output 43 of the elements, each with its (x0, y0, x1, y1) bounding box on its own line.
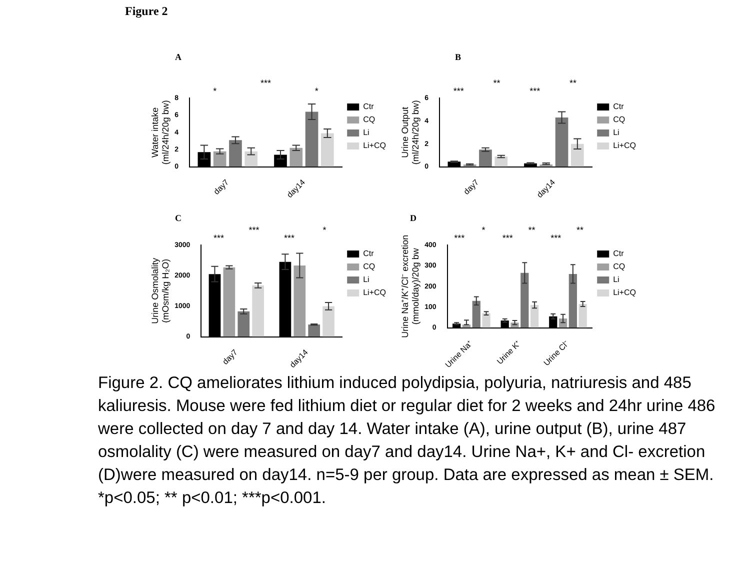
text: ** (493, 78, 501, 88)
chart-title: C (175, 213, 182, 223)
chart-title: B (455, 52, 462, 62)
text: *** (284, 232, 295, 243)
legend-label: Li+CQ (613, 288, 636, 298)
text: *** (453, 86, 464, 96)
legend-label: Ctr (613, 249, 624, 258)
text: ** (576, 224, 584, 235)
legend-label: Li+CQ (363, 288, 386, 298)
caption: Figure 2 (125, 4, 168, 19)
chart-title: A (175, 52, 182, 62)
text: * (322, 224, 327, 235)
y-axis-title: Urine Output (ml/24h/20g bw) (400, 100, 421, 165)
legend-label: CQ (363, 262, 376, 272)
legend-label: Li (613, 275, 620, 284)
y-axis-title: Urine Na⁺/K⁺/Cl⁻ excretion (mmol/day)/20g bw (400, 234, 421, 338)
legend-label: CQ (613, 262, 626, 272)
legend-label: Li (363, 275, 370, 284)
text: * (314, 86, 319, 96)
text: *** (214, 232, 225, 243)
text: * (213, 86, 218, 96)
y-axis-title: Water intake (ml/24h/20g bw) (150, 100, 171, 165)
text: ** (528, 224, 536, 235)
legend-label: CQ (363, 115, 376, 124)
text: *** (260, 78, 272, 88)
legend-label: Li (363, 128, 370, 138)
legend-label: Ctr (613, 102, 624, 112)
y-axis-title: Urine Osmolality (mOsm/kg H₂O) (150, 257, 171, 324)
text: * (482, 224, 486, 235)
legend-label: CQ (613, 115, 626, 124)
text: *** (248, 224, 260, 235)
text: *** (530, 86, 541, 96)
legend-label: Li+CQ (363, 141, 386, 150)
text: *** (502, 232, 514, 243)
legend-label: Li+CQ (613, 141, 636, 150)
legend-label: Ctr (363, 249, 374, 258)
text: *** (454, 232, 466, 243)
chart-title: D (410, 213, 416, 223)
text: ** (570, 78, 578, 88)
text: *** (550, 232, 562, 243)
legend-label: Li (613, 128, 620, 138)
caption: Figure 2. CQ ameliorates lithium induced polydipsia, polyuria, natriuresis and 485 kaliuresis. Mouse were fed lithium diet or regular diet for 2 weeks and 24hr urine 486 were collected on day 7 and day 14. Water intake (A), urine output (B), urine 487 osmolality (C) were measured on day7 and day14. Urine Na+, K+ and Cl- excretion (D)were measured on day14. n=5-9 per group. Data are expressed as mean ± SEM. *p<0.05; ** p<0.01; ***p<0.001. (98, 373, 716, 509)
legend-label: Ctr (363, 102, 374, 112)
